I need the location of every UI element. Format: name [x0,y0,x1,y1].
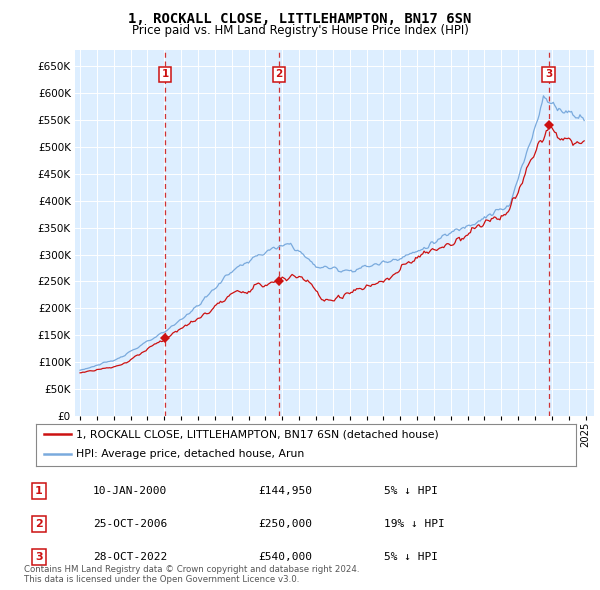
Text: 28-OCT-2022: 28-OCT-2022 [93,552,167,562]
Text: 5% ↓ HPI: 5% ↓ HPI [384,486,438,496]
Text: 1, ROCKALL CLOSE, LITTLEHAMPTON, BN17 6SN (detached house): 1, ROCKALL CLOSE, LITTLEHAMPTON, BN17 6S… [77,430,439,439]
Text: £144,950: £144,950 [258,486,312,496]
Text: 5% ↓ HPI: 5% ↓ HPI [384,552,438,562]
Text: £540,000: £540,000 [258,552,312,562]
Text: 10-JAN-2000: 10-JAN-2000 [93,486,167,496]
Text: 1: 1 [35,486,43,496]
Text: Price paid vs. HM Land Registry's House Price Index (HPI): Price paid vs. HM Land Registry's House … [131,24,469,37]
Text: HPI: Average price, detached house, Arun: HPI: Average price, detached house, Arun [77,449,305,459]
Text: 3: 3 [545,70,552,80]
Text: 1: 1 [161,70,169,80]
Text: 25-OCT-2006: 25-OCT-2006 [93,519,167,529]
Text: 3: 3 [35,552,43,562]
Text: 2: 2 [35,519,43,529]
Text: 1, ROCKALL CLOSE, LITTLEHAMPTON, BN17 6SN: 1, ROCKALL CLOSE, LITTLEHAMPTON, BN17 6S… [128,12,472,26]
Text: 19% ↓ HPI: 19% ↓ HPI [384,519,445,529]
Text: 2: 2 [275,70,283,80]
Text: £250,000: £250,000 [258,519,312,529]
Text: Contains HM Land Registry data © Crown copyright and database right 2024.
This d: Contains HM Land Registry data © Crown c… [24,565,359,584]
